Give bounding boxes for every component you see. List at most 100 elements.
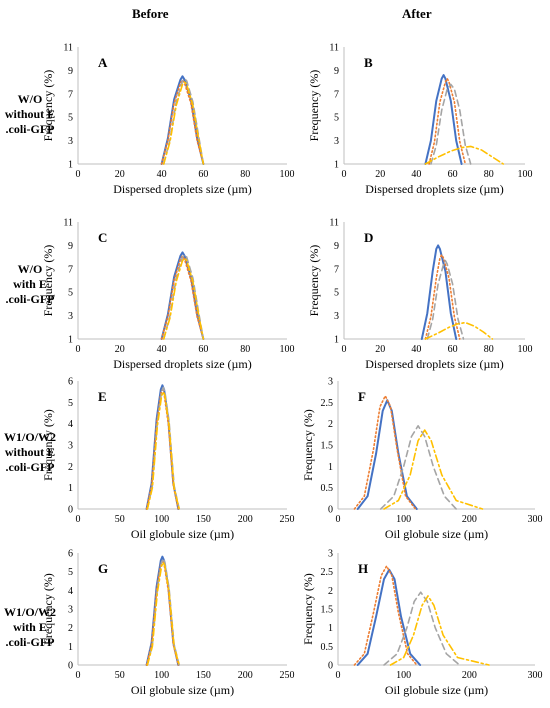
y-tick-label: 1 [328,462,333,473]
x-tick-label: 100 [396,670,411,681]
y-tick-label: 9 [68,66,73,77]
y-tick-label: 4 [68,586,73,597]
x-axis-title: Oil globule size (µm) [385,527,488,541]
x-tick-label: 60 [448,169,458,180]
x-tick-label: 0 [336,514,341,525]
x-axis-title: Dispersed droplets size (µm) [365,357,504,371]
x-tick-label: 40 [411,344,421,355]
x-tick-label: 200 [238,514,253,525]
x-axis-title: Oil globule size (µm) [385,683,488,697]
x-tick-label: 0 [342,344,347,355]
y-tick-label: 5 [68,398,73,409]
series-line-dotted [428,77,467,165]
column-header-before: Before [132,6,169,21]
y-tick-label: 1 [68,642,73,653]
series-line-dashdot [389,595,490,666]
series-line-dashed [426,259,465,340]
y-tick-label: 2 [328,586,333,597]
row-label-2: W/O with E .coli-GFP [0,262,60,307]
y-tick-label: 1 [334,335,339,346]
y-tick-label: 2.5 [321,567,334,578]
x-tick-label: 0 [336,670,341,681]
panel-letter: F [358,389,366,404]
y-tick-label: 11 [63,218,73,229]
series-line-dashdot [146,390,180,510]
y-tick-label: 9 [334,241,339,252]
row-label-4: W1/O/W2 with E .coli-GFP [0,605,60,650]
panel-letter: H [358,561,368,576]
series-line-dashdot [424,145,505,165]
row-label-3: W1/O/W2 without E .coli-GFP [0,430,60,475]
y-tick-label: 1 [68,160,73,171]
x-tick-label: 40 [411,169,421,180]
y-tick-label: 3 [334,136,339,147]
y-tick-label: 2 [68,462,73,473]
x-tick-label: 100 [154,670,169,681]
row-label-line: W1/O/W2 [3,605,56,619]
panel-letter: B [364,55,373,70]
y-tick-label: 1 [328,623,333,634]
x-axis-title: Dispersed droplets size (µm) [113,182,252,196]
y-axis-title: Frequency (%) [307,245,321,317]
series-line-dotted [353,395,417,510]
y-axis-title: Frequency (%) [41,573,55,645]
x-tick-label: 20 [115,344,125,355]
chart-panel-e: 0 50 100 150 200 250 0 1 2 3 4 5 6 Oil globule size (… [41,377,295,542]
series-line-solid [420,244,458,340]
y-tick-label: 0.5 [321,483,334,494]
y-axis-title: Frequency (%) [301,573,315,645]
series-line-dashed [162,254,205,340]
row-label-line: W/O [17,92,43,106]
x-tick-label: 200 [462,514,477,525]
x-tick-label: 0 [76,670,81,681]
y-tick-label: 1 [68,335,73,346]
y-tick-label: 1.5 [321,605,334,616]
series-line-dashed [383,591,461,666]
x-tick-label: 60 [198,344,208,355]
x-tick-label: 80 [484,344,494,355]
y-tick-label: 6 [68,549,73,560]
y-axis-title: Frequency (%) [301,409,315,481]
series-line-dashdot [162,81,205,165]
y-tick-label: 2.5 [321,398,334,409]
y-tick-label: 3 [68,441,73,452]
x-tick-label: 100 [518,344,533,355]
panel-letter: C [98,230,107,245]
x-tick-label: 250 [280,514,295,525]
y-tick-label: 3 [68,136,73,147]
row-label-line: .coli-GFP [5,292,55,306]
x-tick-label: 150 [196,514,211,525]
y-axis-title: Frequency (%) [41,70,55,142]
x-tick-label: 50 [115,670,125,681]
y-tick-label: 1 [68,483,73,494]
x-tick-label: 100 [154,514,169,525]
y-tick-label: 0 [68,661,73,672]
x-tick-label: 80 [484,169,494,180]
row-label-line: with E [13,277,47,291]
y-tick-label: 9 [68,241,73,252]
x-tick-label: 40 [157,344,167,355]
y-tick-label: 11 [329,218,339,229]
chart-panel-h: 0 100 200 300 0 0.5 1 1.5 2 2.5 3 Oil globule size … [301,549,543,698]
x-tick-label: 200 [238,670,253,681]
row-label-line: without E [4,107,56,121]
y-tick-label: 5 [68,113,73,124]
panel-letter: G [98,561,108,576]
y-tick-label: 0.5 [321,642,334,653]
x-tick-label: 100 [280,344,295,355]
y-tick-label: 3 [68,605,73,616]
y-tick-label: 0 [328,505,333,516]
row-label-line: .coli-GFP [5,460,55,474]
y-tick-label: 3 [328,549,333,560]
column-header-after: After [402,6,432,21]
chart-panel-d: 0 20 40 60 80 100 1 3 5 7 9 11 Dispersed droplets si… [307,218,533,372]
x-tick-label: 60 [448,344,458,355]
y-tick-label: 7 [334,89,339,100]
y-tick-label: 5 [68,567,73,578]
x-tick-label: 0 [342,169,347,180]
y-tick-label: 9 [334,66,339,77]
y-tick-label: 3 [328,377,333,388]
y-tick-label: 7 [68,89,73,100]
series-line-dashed [379,425,457,510]
